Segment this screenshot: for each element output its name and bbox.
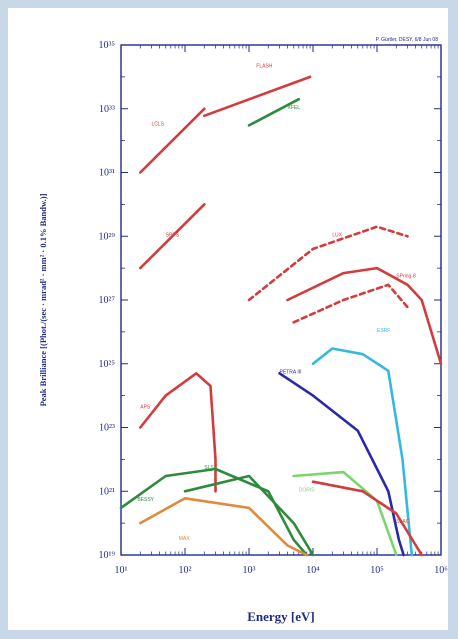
annotation-12: SPring-8 — [396, 274, 416, 280]
annotation-7: BESSY — [137, 497, 154, 503]
annotation-8: MAX — [179, 536, 191, 542]
y-axis: 10¹⁹ 10²¹ 10²³ 10²⁵ 10²⁷ 10²⁹ 10³¹ 10³³ 10³⁵ — [99, 40, 441, 561]
y-tick-label: 10³¹ — [99, 168, 115, 179]
y-tick-label: 10³³ — [99, 104, 115, 115]
series-line-0 — [139, 107, 206, 174]
series-line-7 — [139, 371, 217, 493]
y-tick-label: 10¹⁹ — [99, 550, 116, 561]
annotation-9: SLS — [204, 465, 214, 471]
annotation-3: SPPS — [166, 232, 180, 238]
x-tick-label: 10³ — [243, 565, 256, 576]
y-axis-title: Peak Brilliance [(Phot./(sec · mrad² · m… — [38, 193, 48, 406]
x-tick-label: 10⁶ — [434, 565, 448, 576]
chart: 10¹ 10² 10³ 10⁴ 10⁵ 10⁶ 10¹⁹10²¹10²³10²⁵10²⁷1… — [38, 37, 448, 624]
x-axis-title: Energy [eV] — [247, 609, 315, 624]
series-line-14 — [311, 480, 424, 557]
series-line-11 — [139, 496, 309, 557]
series-line-9 — [311, 347, 414, 557]
x-axis: 10¹ 10² 10³ 10⁴ 10⁵ 10⁶ — [115, 45, 448, 576]
annotation-1: XFEL — [288, 105, 301, 111]
annotation-2: LCLS — [152, 121, 165, 127]
series-layer — [119, 75, 443, 557]
series-line-4 — [286, 266, 443, 366]
series-line-8 — [278, 371, 405, 557]
y-tick-label: 10²⁷ — [99, 295, 116, 306]
series-line-5 — [247, 225, 409, 302]
y-tick-label: 10³⁵ — [99, 40, 115, 51]
series-line-10 — [119, 467, 309, 557]
series-line-13 — [292, 470, 398, 557]
y-tick-label: 10²¹ — [99, 486, 115, 497]
annotations-layer: FLASH XFEL LCLS SPPS APS PETRA III ESRF BESSY MA… — [137, 63, 416, 542]
x-tick-label: 10² — [179, 565, 192, 576]
annotation-0: FLASH — [256, 63, 273, 69]
annotation-13: LUX — [332, 232, 342, 238]
annotation-10: DORIS — [299, 487, 316, 493]
x-tick-label: 10⁴ — [306, 565, 320, 576]
series-line-12 — [183, 474, 315, 557]
series-line-2 — [203, 75, 312, 118]
x-tick-label: 10¹ — [115, 565, 128, 576]
figure-panel: 10¹ 10² 10³ 10⁴ 10⁵ 10⁶ 10¹⁹ 10²¹ 10²³ 10²⁵ 10²⁷ 1… — [8, 8, 448, 630]
y-tick-label: 10²⁵ — [99, 359, 115, 370]
corner-note: P. Gürtler, DESY, 6/8 Jun 08 — [376, 37, 439, 43]
plot-frame — [120, 44, 442, 556]
x-tick-label: 10⁵ — [370, 565, 384, 576]
series-line-6 — [292, 283, 409, 324]
series-line-1 — [139, 203, 206, 270]
annotation-4: APS — [140, 404, 151, 410]
y-tick-label: 10²³ — [99, 423, 115, 434]
annotation-5: PETRA III — [280, 369, 302, 375]
y-tick-label: 10²⁹ — [99, 231, 116, 242]
annotation-11: SLAC — [396, 519, 409, 525]
annotation-6: ESRF — [377, 328, 390, 334]
series-line-3 — [247, 97, 301, 127]
